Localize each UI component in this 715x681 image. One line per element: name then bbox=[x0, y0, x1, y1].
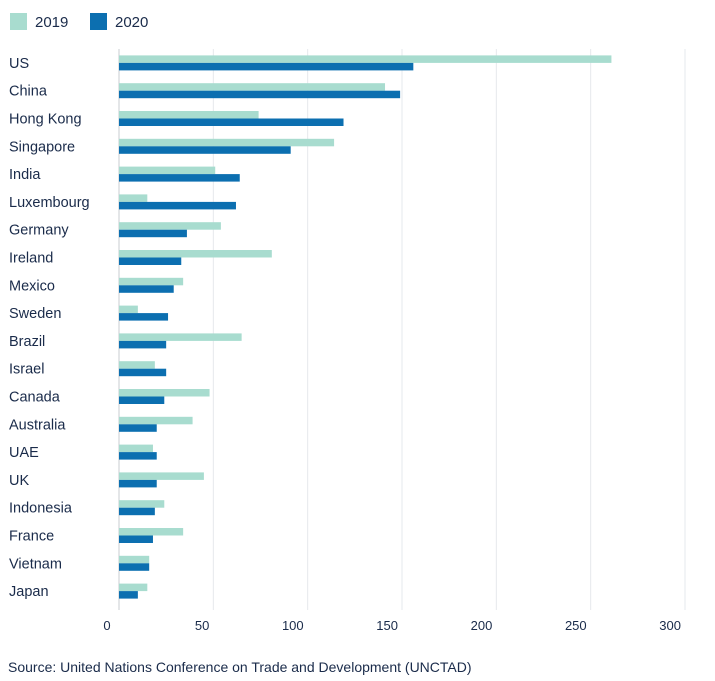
bar-australia-2019 bbox=[119, 416, 193, 425]
bar-singapore-2020 bbox=[119, 146, 291, 154]
bar-sweden-2019 bbox=[119, 305, 138, 314]
bar-india-2019 bbox=[119, 166, 216, 175]
legend-label-2020: 2020 bbox=[115, 14, 148, 31]
bar-uk-2019 bbox=[119, 472, 204, 480]
category-labels: US China Hong Kong Singapore India Luxembourg… bbox=[9, 56, 90, 600]
bar-vietnam-2019 bbox=[119, 555, 150, 564]
category-label-brazil: Brazil bbox=[9, 334, 45, 350]
bar-brazil-2020 bbox=[119, 340, 167, 349]
bar-brazil-2019 bbox=[119, 333, 242, 341]
category-label-india: India bbox=[9, 167, 41, 183]
bar-israel-2020 bbox=[119, 368, 167, 377]
bar-hong-kong-2020 bbox=[119, 118, 344, 126]
category-label-ireland: Ireland bbox=[9, 251, 53, 267]
bars bbox=[119, 55, 612, 599]
x-tick-label-150: 150 bbox=[376, 618, 398, 633]
bar-luxembourg-2020 bbox=[119, 201, 236, 210]
x-tick-label-0: 0 bbox=[103, 618, 110, 633]
bar-ireland-2019 bbox=[119, 250, 272, 258]
bar-mexico-2019 bbox=[119, 277, 184, 286]
category-label-australia: Australia bbox=[9, 417, 66, 433]
bar-australia-2020 bbox=[119, 424, 157, 432]
category-label-vietnam: Vietnam bbox=[9, 556, 62, 572]
bar-luxembourg-2019 bbox=[119, 194, 148, 202]
category-label-uae: UAE bbox=[9, 445, 39, 461]
bar-germany-2020 bbox=[119, 229, 187, 238]
bar-china-2020 bbox=[119, 90, 401, 99]
category-label-indonesia: Indonesia bbox=[9, 501, 73, 517]
x-tick-label-100: 100 bbox=[282, 618, 304, 633]
category-label-canada: Canada bbox=[9, 390, 61, 406]
bar-ireland-2020 bbox=[119, 257, 182, 265]
legend: 2019 2020 bbox=[10, 13, 148, 31]
category-label-singapore: Singapore bbox=[9, 139, 75, 155]
legend-label-2019: 2019 bbox=[35, 14, 68, 31]
bar-vietnam-2020 bbox=[119, 563, 150, 571]
bar-china-2019 bbox=[119, 83, 386, 91]
category-label-france: France bbox=[9, 529, 54, 545]
bar-indonesia-2019 bbox=[119, 500, 165, 508]
category-label-us: US bbox=[9, 56, 29, 72]
x-tick-label-200: 200 bbox=[471, 618, 493, 633]
bar-uk-2020 bbox=[119, 479, 157, 488]
bar-us-2019 bbox=[119, 55, 612, 63]
bar-uae-2019 bbox=[119, 444, 153, 453]
x-tick-label-300: 300 bbox=[659, 618, 681, 633]
source-note: Source: United Nations Conference on Tra… bbox=[8, 659, 472, 675]
category-label-uk: UK bbox=[9, 473, 29, 489]
bar-singapore-2019 bbox=[119, 138, 335, 147]
category-label-sweden: Sweden bbox=[9, 306, 61, 322]
bar-us-2020 bbox=[119, 62, 414, 71]
category-label-hong-kong: Hong Kong bbox=[9, 112, 82, 128]
bar-canada-2020 bbox=[119, 396, 165, 404]
bar-germany-2019 bbox=[119, 222, 221, 230]
category-label-luxembourg: Luxembourg bbox=[9, 195, 90, 211]
bar-japan-2020 bbox=[119, 591, 138, 599]
bar-india-2020 bbox=[119, 174, 240, 182]
x-axis-ticks: 0 50 100 150 200 250 300 bbox=[103, 618, 681, 633]
bar-indonesia-2020 bbox=[119, 507, 155, 516]
category-label-japan: Japan bbox=[9, 584, 49, 600]
bar-sweden-2020 bbox=[119, 313, 169, 321]
legend-swatch-2019 bbox=[10, 13, 27, 30]
legend-swatch-2020 bbox=[90, 13, 107, 30]
x-tick-label-50: 50 bbox=[195, 618, 209, 633]
x-tick-label-250: 250 bbox=[565, 618, 587, 633]
bar-chart: 2019 2020 US China Hong Kong Singapore India L… bbox=[9, 13, 686, 633]
bar-france-2020 bbox=[119, 535, 153, 543]
bar-canada-2019 bbox=[119, 389, 210, 397]
bar-uae-2020 bbox=[119, 452, 157, 460]
category-label-mexico: Mexico bbox=[9, 278, 55, 294]
bar-israel-2019 bbox=[119, 361, 155, 369]
category-label-germany: Germany bbox=[9, 223, 69, 239]
category-label-china: China bbox=[9, 84, 48, 100]
bar-japan-2019 bbox=[119, 583, 148, 592]
bar-france-2019 bbox=[119, 528, 184, 536]
category-label-israel: Israel bbox=[9, 362, 44, 378]
grid bbox=[118, 49, 686, 610]
bar-mexico-2020 bbox=[119, 285, 174, 293]
bar-hong-kong-2019 bbox=[119, 111, 259, 119]
